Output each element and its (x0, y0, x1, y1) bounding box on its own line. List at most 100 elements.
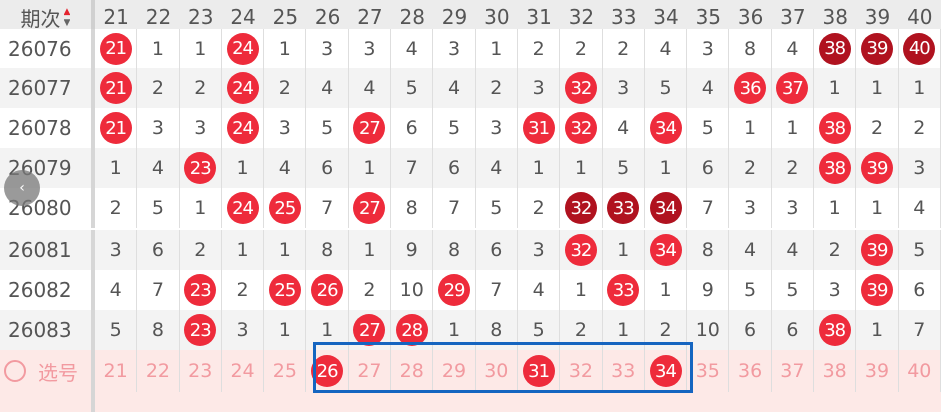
omission-cell: 31 (518, 108, 561, 148)
number-pick-30[interactable]: 30 (476, 350, 518, 392)
omission-cell: 1 (899, 68, 941, 108)
omission-cell: 2 (180, 230, 222, 270)
period-number (0, 392, 95, 412)
drawn-number-ball: 38 (818, 32, 851, 65)
drawn-number-ball: 25 (268, 274, 301, 306)
omission-cell: 24 (222, 188, 265, 228)
period-header[interactable]: 期次 ▲ ▼ (0, 0, 95, 34)
omission-cell: 2 (137, 68, 180, 108)
omission-cell: 1 (349, 148, 392, 188)
omission-cell: 5 (476, 188, 518, 228)
omission-cell: 2 (645, 310, 688, 350)
selected-number-ball[interactable]: 26 (311, 355, 344, 387)
number-pick-21[interactable]: 21 (95, 350, 138, 392)
number-pick-24[interactable]: 24 (222, 350, 265, 392)
period-number: 26077 (0, 68, 95, 108)
drawn-number-ball: 34 (649, 112, 682, 144)
drawn-number-ball: 21 (99, 32, 132, 65)
omission-cell: 6 (772, 310, 815, 350)
select-number-toggle[interactable]: 选号 (0, 350, 95, 392)
omission-cell: 7 (306, 188, 349, 228)
omission-cell: 38 (814, 108, 857, 148)
omission-cell: 5 (645, 68, 688, 108)
omission-cell: 3 (687, 29, 730, 68)
number-pick-38[interactable]: 38 (814, 350, 857, 392)
number-pick-32[interactable]: 32 (560, 350, 603, 392)
number-pick-25[interactable]: 25 (264, 350, 307, 392)
number-pick-29[interactable]: 29 (433, 350, 476, 392)
omission-cell: 7 (433, 188, 476, 228)
drawn-number-ball: 33 (607, 274, 640, 306)
omission-cell: 27 (349, 188, 392, 228)
sort-up-down-icon[interactable]: ▲ ▼ (63, 6, 71, 28)
drawn-number-ball: 21 (99, 112, 132, 144)
drawn-number-ball: 29 (438, 274, 471, 306)
omission-cell: 4 (95, 270, 138, 310)
omission-cell: 1 (180, 188, 222, 228)
number-pick-31[interactable]: 31 (518, 350, 561, 392)
drawn-number-ball: 23 (184, 152, 217, 184)
number-pick-23[interactable]: 23 (180, 350, 222, 392)
omission-cell: 8 (476, 310, 518, 350)
radio-icon[interactable] (4, 360, 26, 382)
omission-cell: 7 (137, 270, 180, 310)
drawn-number-ball: 39 (860, 274, 893, 306)
number-pick-26[interactable]: 26 (306, 350, 349, 392)
number-pick-33[interactable]: 33 (603, 350, 645, 392)
omission-cell: 37 (772, 68, 815, 108)
table-row: 26078 21 3 3 24 3 5 27 6 5 3 31 32 4 34 5 1 1 38 2 2 (0, 108, 941, 148)
omission-cell: 4 (687, 68, 730, 108)
omission-cell: 2 (856, 108, 899, 148)
drawn-number-ball: 34 (649, 192, 682, 224)
column-header: 28 (399, 5, 425, 29)
omission-cell: 5 (687, 108, 730, 148)
number-pick-35[interactable]: 35 (687, 350, 730, 392)
omission-cell: 29 (433, 270, 476, 310)
table-row: 26076 21 1 1 24 1 3 3 4 3 1 2 2 2 4 3 8 4 38 39 40 (0, 29, 941, 68)
omission-cell: 4 (391, 29, 434, 68)
drawn-number-ball: 21 (99, 72, 132, 104)
omission-cell: 10 (687, 310, 730, 350)
number-pick-28[interactable]: 28 (391, 350, 434, 392)
drawn-number-ball: 28 (395, 314, 428, 346)
omission-cell: 5 (95, 310, 138, 350)
number-pick-36[interactable]: 36 (729, 350, 772, 392)
omission-cell: 3 (899, 148, 941, 188)
table-row: 26080 2 5 1 24 25 7 27 8 7 5 2 32 33 34 7 3 3 1 1 4 (0, 188, 941, 228)
column-header: 27 (357, 5, 383, 29)
column-header: 30 (484, 5, 510, 29)
selected-number-ball[interactable]: 34 (649, 355, 682, 387)
drawn-number-ball: 40 (903, 32, 936, 65)
omission-cell: 5 (433, 108, 476, 148)
omission-cell: 2 (476, 68, 518, 108)
omission-cell: 4 (476, 148, 518, 188)
number-pick-22[interactable]: 22 (137, 350, 180, 392)
number-pick-37[interactable]: 37 (772, 350, 815, 392)
number-pick-27[interactable]: 27 (349, 350, 392, 392)
omission-cell: 4 (603, 108, 645, 148)
table-row: 26077 21 2 2 24 2 4 4 5 4 2 3 32 3 5 4 36 37 1 1 1 (0, 68, 941, 108)
omission-cell: 1 (603, 310, 645, 350)
omission-cell: 32 (560, 230, 603, 270)
omission-cell: 2 (772, 148, 815, 188)
omission-cell: 39 (856, 270, 899, 310)
omission-cell: 24 (222, 68, 265, 108)
omission-cell: 3 (306, 29, 349, 68)
back-button[interactable]: ‹ (4, 170, 40, 206)
drawn-number-ball: 32 (564, 234, 597, 266)
omission-cell: 1 (349, 230, 392, 270)
omission-cell: 32 (560, 188, 603, 228)
chevron-left-icon: ‹ (19, 180, 25, 196)
omission-cell: 2 (729, 148, 772, 188)
omission-cell: 9 (391, 230, 434, 270)
omission-cell: 1 (814, 188, 857, 228)
omission-cell: 23 (180, 310, 222, 350)
selected-number-ball[interactable]: 31 (522, 355, 555, 387)
number-pick-39[interactable]: 39 (856, 350, 899, 392)
omission-cell: 1 (518, 148, 561, 188)
drawn-number-ball: 23 (184, 314, 217, 346)
omission-cell: 4 (306, 68, 349, 108)
omission-cell: 7 (687, 188, 730, 228)
number-pick-40[interactable]: 40 (899, 350, 941, 392)
number-pick-34[interactable]: 34 (645, 350, 688, 392)
